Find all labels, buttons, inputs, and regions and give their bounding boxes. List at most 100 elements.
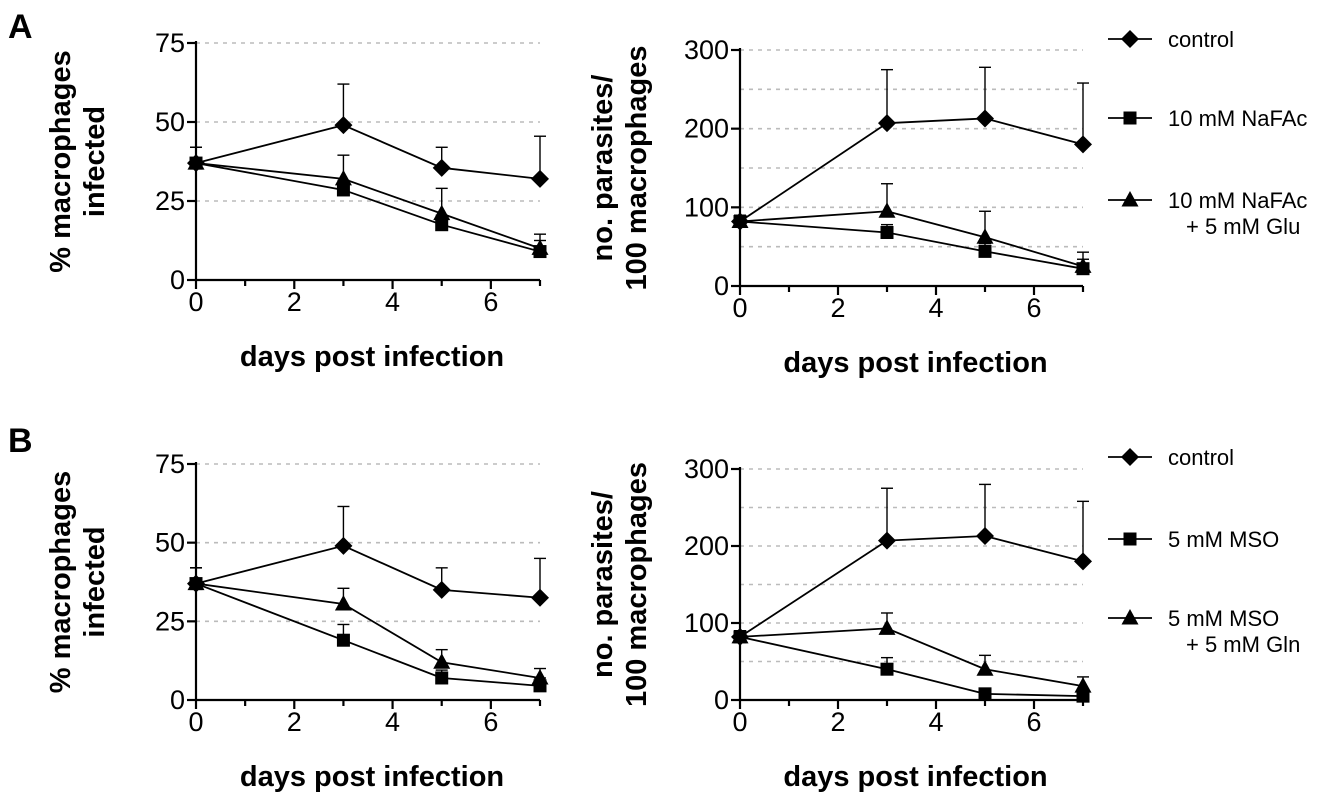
y-tick-label: 25: [155, 606, 185, 636]
data-point-triangle: [1074, 257, 1092, 273]
series-triangle: [731, 612, 1092, 693]
data-point-square: [1076, 689, 1090, 703]
y-tick-label: 75: [155, 449, 185, 479]
chart-4: 0 100 200 300 0 2 4 6 days post infection no. par…: [587, 454, 1092, 793]
x-axis-label: days post infection: [783, 761, 1047, 793]
series-line: [739, 535, 1084, 638]
x-tick-label: 2: [287, 287, 302, 317]
series-line: [739, 627, 1084, 688]
y-tick-label: 200: [684, 114, 729, 144]
y-axis-label-line-1: % macrophages: [45, 471, 77, 693]
legend-marker-diamond: [1121, 448, 1139, 466]
legends: control 10 mM NaFAc 10 mM NaFAc+ 5 mM Gluc…: [1108, 27, 1307, 657]
data-point-triangle: [976, 660, 994, 676]
data-point-triangle: [878, 619, 896, 635]
data-point-diamond: [976, 526, 994, 545]
x-tick-label: 0: [188, 287, 203, 317]
x-tick-label: 6: [483, 707, 498, 737]
data-point-diamond: [1074, 552, 1092, 571]
series-square: [733, 214, 1090, 276]
charts: 0 25 50 75 0 2 4 6 days post infection % macropha…: [45, 28, 1092, 793]
series-line: [739, 635, 1084, 698]
data-point-triangle: [187, 154, 205, 170]
series-line: [739, 210, 1084, 268]
y-tick-label: 300: [684, 35, 729, 65]
data-point-triangle: [731, 212, 749, 228]
y-axis-label-line-1: no. parasites/: [587, 75, 619, 262]
x-tick-label: 6: [1026, 293, 1041, 323]
data-point-diamond: [334, 536, 353, 555]
panel-letter-b: B: [8, 422, 33, 460]
y-tick-label: 100: [684, 192, 729, 222]
series-line: [195, 544, 541, 599]
x-tick-label: 0: [732, 293, 747, 323]
series-line: [195, 162, 541, 253]
x-tick-label: 4: [928, 707, 943, 737]
series-triangle: [187, 567, 549, 685]
legend-item-triangle: 10 mM NaFAc+ 5 mM Glu: [1108, 188, 1307, 239]
series-square: [189, 567, 547, 693]
y-axis-label-line-2: infected: [79, 106, 111, 217]
series-line: [195, 582, 541, 687]
series-square: [189, 146, 547, 259]
y-tick-label: 300: [684, 454, 729, 484]
data-point-square: [435, 671, 449, 685]
y-tick-label: 75: [155, 28, 185, 58]
legend-label: control: [1168, 27, 1234, 52]
x-tick-label: 0: [732, 707, 747, 737]
y-axis-label-line-1: no. parasites/: [587, 491, 619, 678]
x-tick-label: 4: [928, 293, 943, 323]
x-tick-label: 2: [830, 293, 845, 323]
series-line: [739, 220, 1084, 270]
legend-item-triangle: 5 mM MSO+ 5 mM Gln: [1108, 606, 1300, 657]
x-tick-label: 4: [385, 707, 400, 737]
legend-marker-square: [1123, 111, 1137, 125]
x-axis-label: days post infection: [240, 341, 504, 373]
y-tick-label: 100: [684, 608, 729, 638]
chart-3: 0 25 50 75 0 2 4 6 days post infection % macropha…: [45, 449, 549, 793]
y-tick-label: 25: [155, 186, 185, 216]
chart-1: 0 25 50 75 0 2 4 6 days post infection % macropha…: [45, 28, 549, 373]
data-point-diamond: [432, 580, 451, 599]
data-point-triangle: [531, 239, 549, 255]
series-square: [733, 630, 1090, 703]
y-tick-label: 50: [155, 107, 185, 137]
data-point-triangle: [1074, 677, 1092, 693]
data-point-diamond: [878, 114, 896, 133]
series-diamond: [731, 66, 1092, 231]
y-axis-label-line-2: infected: [79, 526, 111, 637]
panel-letter-a: A: [8, 8, 33, 46]
data-point-triangle: [433, 653, 451, 669]
legend-marker-square: [1123, 532, 1137, 546]
legend-marker-diamond: [1121, 30, 1139, 48]
data-point-triangle: [187, 574, 205, 591]
series-line: [195, 124, 541, 180]
legend-1: control 10 mM NaFAc 10 mM NaFAc+ 5 mM Glu: [1108, 27, 1307, 239]
y-tick-label: 200: [684, 531, 729, 561]
data-point-diamond: [334, 116, 353, 135]
data-point-diamond: [976, 109, 994, 128]
data-point-square: [978, 244, 992, 258]
data-point-diamond: [432, 158, 451, 177]
data-point-square: [880, 226, 894, 240]
x-tick-label: 2: [830, 707, 845, 737]
x-tick-label: 2: [287, 707, 302, 737]
data-point-square: [336, 633, 350, 647]
data-point-square: [336, 183, 350, 197]
series-line: [739, 117, 1084, 223]
y-tick-label: 0: [170, 265, 185, 295]
data-point-diamond: [1074, 135, 1092, 154]
data-point-diamond: [878, 531, 896, 550]
legend-marker-triangle: [1121, 609, 1139, 625]
y-tick-label: 0: [714, 271, 729, 301]
x-axis-label: days post infection: [783, 347, 1047, 379]
y-tick-label: 0: [170, 685, 185, 715]
legend-item-square: 10 mM NaFAc: [1108, 106, 1307, 131]
legend-item-diamond: control: [1108, 27, 1234, 52]
legend-label: 10 mM NaFAc: [1168, 106, 1307, 131]
legend-label-line-2: + 5 mM Gln: [1186, 632, 1300, 657]
series-triangle: [187, 146, 549, 255]
data-point-triangle: [334, 595, 352, 611]
x-tick-label: 4: [385, 287, 400, 317]
